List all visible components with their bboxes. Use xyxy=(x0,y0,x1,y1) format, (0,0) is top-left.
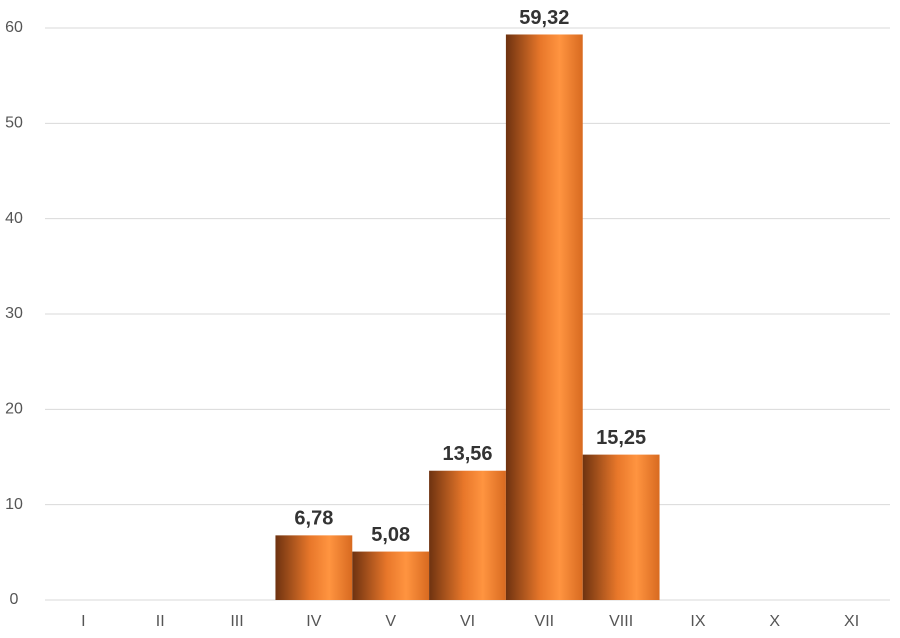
y-tick-label: 50 xyxy=(5,115,23,132)
y-tick-label: 30 xyxy=(5,305,23,322)
x-tick-label: V xyxy=(385,613,396,630)
bar xyxy=(505,34,583,600)
value-label: 15,25 xyxy=(596,427,646,449)
y-tick-label: 20 xyxy=(5,401,23,418)
x-tick-label: IX xyxy=(690,613,705,630)
bar xyxy=(352,551,430,600)
bar xyxy=(275,535,353,600)
y-tick-label: 60 xyxy=(5,19,23,36)
value-label: 6,78 xyxy=(294,508,333,530)
x-tick-label: III xyxy=(230,613,243,630)
x-tick-label: I xyxy=(81,613,85,630)
value-label: 13,56 xyxy=(442,443,492,465)
x-tick-label: II xyxy=(156,613,165,630)
bar xyxy=(429,470,506,600)
value-label: 59,32 xyxy=(519,7,569,29)
y-tick-label: 40 xyxy=(5,210,23,227)
bar xyxy=(582,454,660,600)
x-tick-label: VII xyxy=(535,613,555,630)
y-tick-label: 0 xyxy=(10,591,19,608)
x-tick-label: VIII xyxy=(609,613,633,630)
x-tick-label: IV xyxy=(306,613,321,630)
x-tick-label: VI xyxy=(460,613,475,630)
x-tick-label: XI xyxy=(844,613,859,630)
x-tick-label: X xyxy=(769,613,780,630)
value-label: 5,08 xyxy=(371,524,410,546)
y-tick-label: 10 xyxy=(5,496,23,513)
